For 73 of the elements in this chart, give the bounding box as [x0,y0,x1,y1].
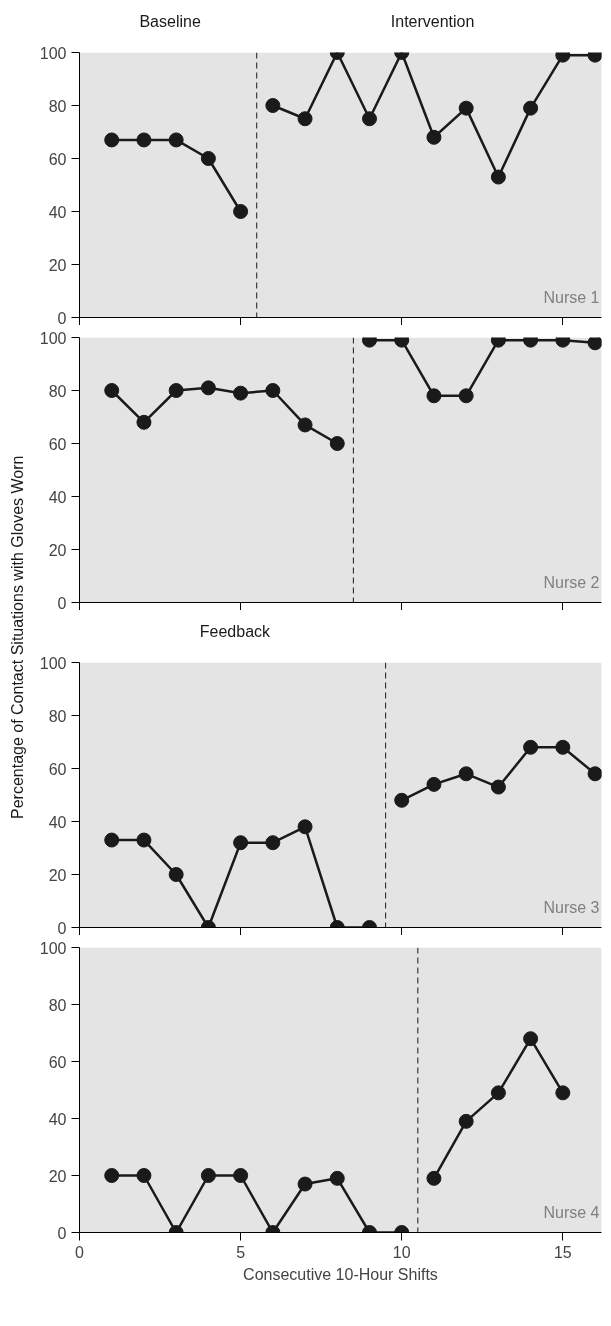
y-tick-label: 100 [39,44,67,62]
y-tick-label: 20 [48,256,67,274]
point [265,98,281,113]
point [490,169,506,185]
point [265,835,281,851]
y-tick-label: 20 [48,1167,67,1185]
y-tick-label: 100 [39,939,67,957]
point [104,132,120,148]
point [362,111,377,127]
text: Nurse 1 [543,288,600,306]
point [168,132,184,148]
point [200,1168,216,1183]
y-tick-label: 60 [48,150,67,168]
point [233,1168,249,1183]
point [168,867,184,882]
point [136,1168,152,1183]
text: Nurse 3 [543,898,600,916]
point [104,1168,120,1183]
y-tick-label: 0 [57,309,67,327]
y-tick-label: 60 [48,760,67,778]
text: Nurse 2 [543,573,600,591]
y-tick-label: 40 [48,1110,67,1128]
y-tick-label: 80 [48,996,67,1014]
text: Baseline [139,12,201,32]
point [426,776,442,792]
point [426,1170,442,1186]
y-tick-label: 40 [48,488,67,506]
x-axis-title: Consecutive 10-Hour Shifts [243,1265,438,1283]
y-tick-label: 80 [48,707,67,725]
point [587,766,602,782]
point [523,739,539,755]
point [426,129,442,145]
y-tick-label: 100 [39,329,67,347]
point [297,819,313,835]
x-tick-label: 0 [75,1243,85,1261]
text: Intervention [390,12,475,32]
y-tick-label: 60 [48,1053,67,1071]
x-tick-label: 10 [392,1243,411,1261]
point [458,100,474,116]
point [490,1085,506,1101]
y-axis-title: Percentage of Contact Situations with Gloves Worn [7,455,27,820]
point [329,1170,345,1186]
point [233,835,249,851]
point [200,151,216,166]
point [136,832,152,848]
point [458,766,474,782]
x-tick-label: 15 [553,1243,572,1261]
x-tick-label: 5 [236,1243,246,1261]
y-tick-label: 40 [48,813,67,831]
point [233,204,249,219]
point [555,739,571,755]
point [523,100,539,116]
point [297,1176,313,1192]
point [394,792,410,808]
text: Nurse 4 [543,1203,600,1221]
y-tick-label: 0 [57,594,67,612]
y-tick-label: 100 [39,654,67,672]
y-tick-label: 0 [57,1224,67,1242]
point [136,132,152,148]
point [523,1031,539,1047]
text: Feedback [199,622,271,642]
y-tick-label: 0 [57,919,67,937]
y-tick-label: 20 [48,866,67,884]
point [104,832,120,848]
y-tick-label: 40 [48,203,67,221]
y-tick-label: 80 [48,382,67,400]
y-tick-label: 60 [48,435,67,453]
point [458,1113,474,1129]
point [297,111,313,127]
y-tick-label: 20 [48,541,67,559]
y-tick-label: 80 [48,97,67,115]
point [490,779,506,795]
point [555,1085,571,1101]
